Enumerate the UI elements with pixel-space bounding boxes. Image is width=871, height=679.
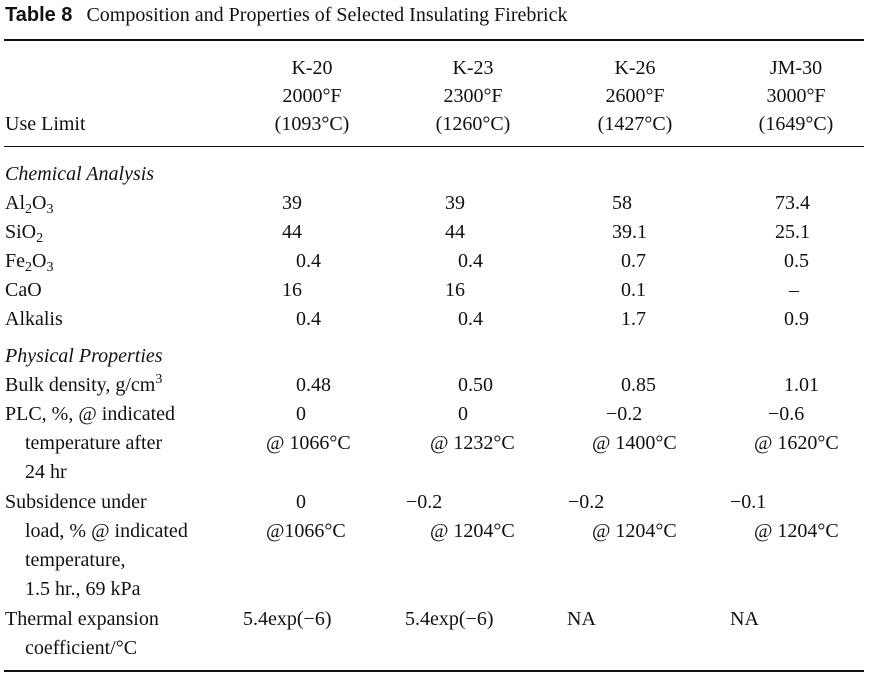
- cell-value: 0.4: [296, 250, 321, 272]
- row-label-alkalis: Alkalis: [5, 308, 63, 330]
- row-label-bulk-density: Bulk density, g/cm3: [5, 372, 163, 397]
- bottom-rule: [4, 670, 864, 672]
- cell-value: NA: [567, 608, 596, 630]
- cell-value: −0.2: [406, 491, 443, 513]
- cell-value: 73.4: [775, 192, 810, 214]
- cell-value: −0.2: [568, 491, 605, 513]
- physical-properties-heading: Physical Properties: [5, 345, 163, 367]
- table-title: Composition and Properties of Selected I…: [86, 4, 568, 26]
- cell-value: 0.4: [458, 308, 483, 330]
- column-temp-f: 2300°F: [443, 85, 503, 107]
- cell-temperature: @ 1204°C: [754, 520, 839, 542]
- row-label-al2o3: Al2O3: [5, 192, 54, 217]
- row-label-subsidence: Subsidence under: [5, 491, 147, 513]
- row-label-sio2: SiO2: [5, 221, 44, 246]
- cell-value: 0.48: [296, 374, 331, 396]
- row-label-thermal-expansion: coefficient/°C: [25, 637, 138, 659]
- column-temp-c: (1260°C): [435, 113, 511, 135]
- column-temp-f: 3000°F: [766, 85, 826, 107]
- cell-value: 0.5: [784, 250, 809, 272]
- cell-temperature: @ 1066°C: [266, 432, 351, 454]
- cell-value: 0.4: [458, 250, 483, 272]
- cell-value: 5.4exp(−6): [405, 608, 494, 630]
- row-label-thermal-expansion: Thermal expansion: [5, 608, 159, 630]
- cell-value: NA: [730, 608, 759, 630]
- cell-temperature: @1066°C: [266, 520, 346, 542]
- row-label-subsidence: temperature,: [25, 549, 126, 571]
- cell-temperature: @ 1400°C: [592, 432, 677, 454]
- cell-value: 1.7: [621, 308, 646, 330]
- cell-value: 39: [445, 192, 465, 214]
- cell-value: 0.50: [458, 374, 493, 396]
- row-label-plc: PLC, %, @ indicated: [5, 403, 176, 425]
- cell-value: 16: [282, 279, 302, 301]
- cell-value: 58: [612, 192, 632, 214]
- cell-value: −0.1: [730, 491, 767, 513]
- cell-value: 5.4exp(−6): [243, 608, 332, 630]
- cell-value: 16: [445, 279, 465, 301]
- cell-value: 0.7: [621, 250, 646, 272]
- cell-value: 0: [296, 403, 306, 425]
- cell-value: 0.4: [296, 308, 321, 330]
- column-temp-f: 2000°F: [282, 85, 342, 107]
- cell-value: 1.01: [784, 374, 819, 396]
- cell-temperature: @ 1620°C: [754, 432, 839, 454]
- cell-value: −0.2: [606, 403, 643, 425]
- table-caption: Table 8 Composition and Properties of Sel…: [5, 4, 567, 27]
- cell-value: 0.9: [784, 308, 809, 330]
- cell-temperature: @ 1204°C: [592, 520, 677, 542]
- cell-value: 0: [296, 491, 306, 513]
- cell-value: 39: [282, 192, 302, 214]
- row-label-fe2o3: Fe2O3: [5, 250, 54, 275]
- column-grade: JM-30: [769, 57, 823, 79]
- cell-temperature: @ 1204°C: [430, 520, 515, 542]
- cell-value: 39.1: [612, 221, 647, 243]
- row-label-subsidence: 1.5 hr., 69 kPa: [25, 578, 141, 600]
- column-temp-c: (1093°C): [274, 113, 350, 135]
- column-temp-c: (1649°C): [758, 113, 834, 135]
- column-temp-f: 2600°F: [605, 85, 665, 107]
- use-limit-label: Use Limit: [5, 113, 86, 135]
- row-label-subsidence: load, % @ indicated: [25, 520, 188, 542]
- column-temp-c: (1427°C): [597, 113, 673, 135]
- cell-temperature: @ 1232°C: [430, 432, 515, 454]
- table-number: Table 8: [5, 4, 73, 26]
- cell-value: 25.1: [775, 221, 810, 243]
- cell-value: 0: [458, 403, 468, 425]
- row-label-plc: 24 hr: [25, 461, 67, 483]
- header-rule: [4, 146, 864, 147]
- column-grade: K-26: [614, 57, 656, 79]
- cell-value: −0.6: [768, 403, 805, 425]
- row-label-plc: temperature after: [25, 432, 163, 454]
- cell-value: –: [789, 279, 799, 301]
- column-grade: K-23: [452, 57, 494, 79]
- column-grade: K-20: [291, 57, 333, 79]
- cell-value: 0.1: [621, 279, 646, 301]
- chemical-analysis-heading: Chemical Analysis: [5, 163, 155, 185]
- cell-value: 0.85: [621, 374, 656, 396]
- row-label-cao: CaO: [5, 279, 42, 301]
- top-rule: [4, 39, 864, 41]
- cell-value: 44: [282, 221, 302, 243]
- cell-value: 44: [445, 221, 465, 243]
